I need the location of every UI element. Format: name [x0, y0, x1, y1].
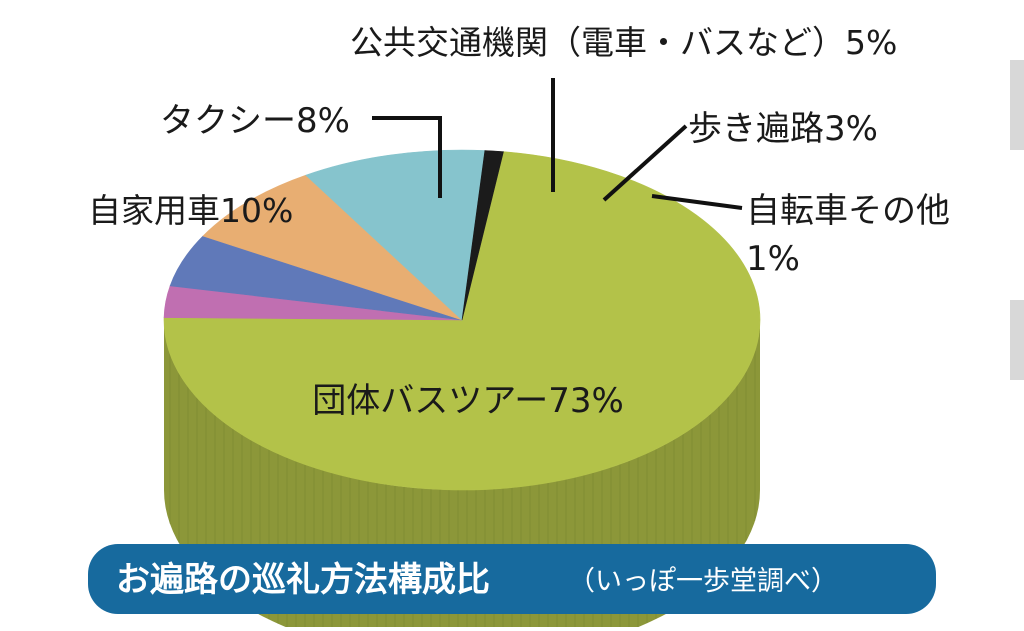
slice-labels: 団体バスツアー73% 歩き遍路3% 公共交通機関（電車・バスなど）5%タクシー8% 自…	[88, 23, 950, 421]
pie-top	[163, 149, 761, 491]
slice-label: 公共交通機関（電車・バスなど）5%	[350, 23, 897, 62]
right-edge-decoration	[1010, 60, 1024, 150]
pie-slice	[461, 150, 504, 321]
chart-title: お遍路の巡礼方法構成比	[116, 560, 490, 600]
leader-line	[651, 194, 743, 210]
slice-label: 自転車その他	[746, 191, 950, 231]
leader-line	[602, 124, 688, 202]
pie-slice	[202, 174, 463, 321]
slice-label: 自家用車10%	[88, 191, 293, 230]
slice-label: 団体バスツアー73%	[312, 381, 624, 421]
slice-label-line2: 1%	[746, 239, 800, 279]
title-banner-bg	[88, 544, 936, 614]
leader-line	[372, 116, 442, 198]
slice-label: タクシー8%	[160, 101, 350, 141]
title-banner: お遍路の巡礼方法構成比 （いっぽ一歩堂調べ）	[88, 544, 936, 614]
chart-subtitle: （いっぽ一歩堂調べ）	[568, 566, 838, 597]
right-edge-decoration	[1010, 300, 1024, 380]
slice-label: 歩き遍路3%	[688, 109, 878, 149]
pie-slice	[163, 151, 761, 491]
